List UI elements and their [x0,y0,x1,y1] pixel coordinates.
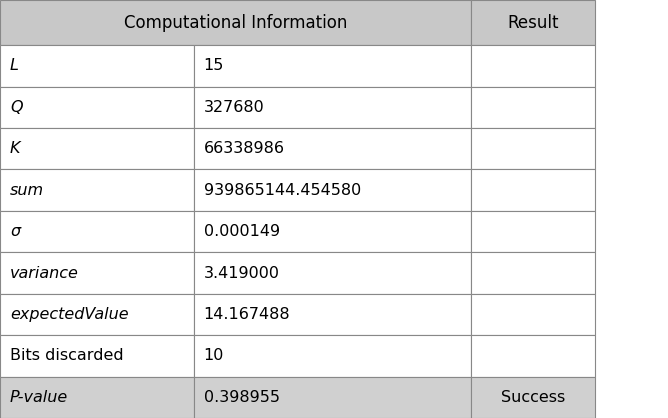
Bar [471,335,595,377]
Text: 66338986: 66338986 [204,141,285,156]
Bar [0,377,194,418]
Bar [471,87,595,128]
Bar [194,377,471,418]
Text: Success: Success [500,390,565,405]
Text: L: L [10,59,19,73]
Text: 3.419000: 3.419000 [204,265,280,280]
Text: 14.167488: 14.167488 [204,307,291,322]
Bar [0,252,194,294]
Text: expectedValue: expectedValue [10,307,129,322]
Bar [194,45,471,87]
Bar [194,211,471,252]
Bar [194,169,471,211]
Text: 15: 15 [204,59,224,73]
Bar [471,45,595,87]
Bar [471,294,595,335]
Text: σ: σ [10,224,20,239]
Bar [194,87,471,128]
Text: Bits discarded: Bits discarded [10,348,124,363]
Text: 939865144.454580: 939865144.454580 [204,183,361,198]
Bar [471,377,595,418]
Bar [471,128,595,169]
Bar [471,0,595,45]
Text: 327680: 327680 [204,100,265,115]
Text: 10: 10 [204,348,224,363]
Bar [471,211,595,252]
Text: variance: variance [10,265,79,280]
Bar [194,294,471,335]
Bar [0,128,194,169]
Bar [194,128,471,169]
Bar [0,45,194,87]
Bar [471,169,595,211]
Text: sum: sum [10,183,44,198]
Text: Result: Result [507,13,558,32]
Bar [194,335,471,377]
Bar [0,211,194,252]
Text: K: K [10,141,21,156]
Text: P-value: P-value [10,390,68,405]
Text: 0.000149: 0.000149 [204,224,280,239]
Bar [0,294,194,335]
Bar [194,252,471,294]
Text: Computational Information: Computational Information [124,13,347,32]
Bar [0,0,471,45]
Text: Q: Q [10,100,23,115]
Bar [0,335,194,377]
Bar [0,87,194,128]
Text: 0.398955: 0.398955 [204,390,280,405]
Bar [471,252,595,294]
Bar [0,169,194,211]
